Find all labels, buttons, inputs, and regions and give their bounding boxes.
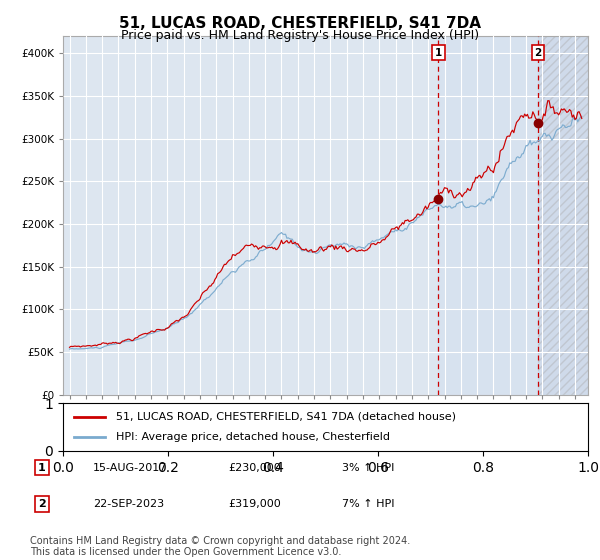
Text: 51, LUCAS ROAD, CHESTERFIELD, S41 7DA (detached house): 51, LUCAS ROAD, CHESTERFIELD, S41 7DA (d… xyxy=(115,412,455,422)
Bar xyxy=(439,36,588,395)
Text: 15-AUG-2017: 15-AUG-2017 xyxy=(93,463,167,473)
Bar xyxy=(538,36,588,395)
Text: 22-SEP-2023: 22-SEP-2023 xyxy=(93,499,164,509)
Text: 51, LUCAS ROAD, CHESTERFIELD, S41 7DA: 51, LUCAS ROAD, CHESTERFIELD, S41 7DA xyxy=(119,16,481,31)
Text: 2: 2 xyxy=(38,499,46,509)
Text: HPI: Average price, detached house, Chesterfield: HPI: Average price, detached house, Ches… xyxy=(115,432,389,442)
Text: £230,000: £230,000 xyxy=(228,463,281,473)
Text: 7% ↑ HPI: 7% ↑ HPI xyxy=(342,499,395,509)
Text: 3% ↑ HPI: 3% ↑ HPI xyxy=(342,463,394,473)
Text: £319,000: £319,000 xyxy=(228,499,281,509)
Text: 2: 2 xyxy=(534,48,541,58)
Bar xyxy=(538,36,588,395)
Text: 1: 1 xyxy=(38,463,46,473)
Text: Price paid vs. HM Land Registry's House Price Index (HPI): Price paid vs. HM Land Registry's House … xyxy=(121,29,479,42)
Text: 1: 1 xyxy=(435,48,442,58)
Text: Contains HM Land Registry data © Crown copyright and database right 2024.
This d: Contains HM Land Registry data © Crown c… xyxy=(30,535,410,557)
